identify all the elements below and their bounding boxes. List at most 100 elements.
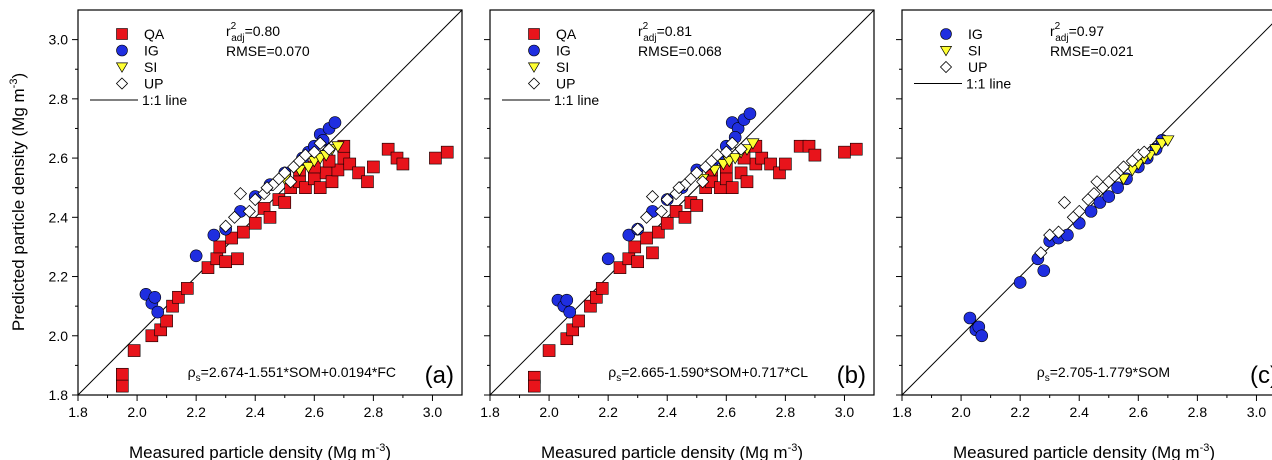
point-qa [646, 246, 659, 260]
point-qa [325, 175, 339, 189]
point-ig [151, 305, 165, 319]
series-up [219, 136, 336, 233]
point-qa [361, 175, 374, 189]
plot-frame [489, 9, 875, 396]
point-up [645, 190, 660, 204]
y-axis-label-text: Predicted particle density (Mg m [9, 88, 28, 331]
point-si [1149, 144, 1163, 156]
point-up [227, 210, 242, 224]
x-axis-label: Measured particle density (Mg m-3) [541, 442, 803, 460]
point-qa [660, 216, 674, 230]
x-tick-label: 2.8 [364, 404, 384, 420]
y-axis-label-sup: -3 [8, 79, 20, 89]
equation-rhs: =2.705-1.779*SOM [1050, 364, 1170, 380]
x-axis-label-sup: -3 [1200, 442, 1210, 454]
r2-sup: 2 [643, 21, 649, 32]
point-si [707, 165, 722, 177]
point-qa [838, 145, 851, 159]
point-up [1087, 187, 1101, 201]
legend-marker-ig [116, 44, 128, 57]
point-up [639, 210, 654, 224]
point-up [734, 142, 748, 156]
x-tick-label: 2.4 [245, 404, 265, 420]
legend-label-ig: IG [968, 26, 983, 42]
legend-marker-ig [940, 28, 952, 40]
point-qa [231, 252, 244, 266]
point-up [260, 181, 274, 195]
legend-label-1-1-line: 1:1 line [966, 76, 1011, 92]
x-axis-label: Measured particle density (Mg m-3) [953, 442, 1215, 460]
point-qa [248, 216, 262, 230]
legend-label-ig: IG [144, 43, 159, 59]
r2-sub: adj [1055, 33, 1068, 44]
plot-frame [77, 9, 463, 396]
r2-value: =0.80 [245, 23, 281, 39]
point-qa [631, 255, 644, 269]
data-points [116, 116, 454, 393]
chart-panels: 1.8 2.0 2.2 2.4 2.6 2.8 3.0 1.8 2.0 2.2 2.4 2.6 2.8 3… [49, 9, 1272, 460]
point-si [1116, 173, 1131, 186]
y-tick-label: 1.8 [49, 387, 69, 403]
legend-marker-si [939, 46, 953, 57]
x-axis-label-close: ) [385, 443, 391, 460]
x-tick-label: 2.4 [657, 404, 677, 420]
x-axis-label-sup: -3 [788, 442, 798, 454]
point-qa [572, 314, 585, 328]
legend-marker-si [115, 62, 129, 73]
point-up [660, 192, 674, 207]
legend-label-qa: QA [556, 26, 577, 42]
x-tick-label: 2.4 [1069, 404, 1089, 420]
point-up [248, 192, 262, 207]
point-qa [116, 379, 129, 393]
point-up [1051, 225, 1066, 239]
regression-equation: ρs=2.705-1.779*SOM [1037, 364, 1170, 384]
legend-label-up: UP [968, 59, 987, 75]
x-tick-label: 3.0 [835, 404, 855, 420]
point-up [1108, 169, 1122, 183]
point-up [1116, 160, 1131, 174]
point-ig [975, 329, 989, 343]
point-qa [396, 157, 410, 171]
r2-value: =0.97 [1069, 23, 1105, 39]
point-qa [725, 181, 739, 194]
x-tick-label: 2.0 [127, 404, 147, 420]
equation-rhs: =2.674-1.551*SOM+0.0194*FC [201, 364, 396, 380]
legend-label-up: UP [556, 76, 575, 92]
legend-marker-up [115, 77, 129, 90]
r2-prefix: r [638, 23, 643, 39]
y-tick-label: 2.8 [49, 91, 69, 107]
legend-marker-qa [528, 28, 540, 40]
point-up [654, 204, 668, 218]
point-up [233, 187, 248, 201]
rmse-label: RMSE=0.070 [226, 43, 310, 59]
x-axis-label-close: ) [797, 443, 803, 460]
equation-rho: ρ [1037, 364, 1045, 380]
point-ig [601, 252, 615, 266]
r2-prefix: r [1050, 23, 1055, 39]
r2-sup: 2 [1055, 21, 1061, 32]
point-ig [622, 228, 636, 242]
point-up [307, 145, 321, 159]
point-ig [1037, 264, 1051, 277]
x-tick-label: 1.8 [892, 404, 912, 420]
point-qa [180, 282, 194, 295]
x-tick-label: 2.2 [1010, 404, 1030, 420]
x-tick-label: 2.8 [776, 404, 796, 420]
point-ig [1013, 276, 1027, 289]
r2-sub: adj [643, 33, 656, 44]
point-ig [189, 249, 203, 263]
legend-marker-si [527, 62, 541, 73]
point-si [1161, 135, 1175, 147]
legend-label-up: UP [144, 76, 163, 92]
point-ig [1084, 205, 1098, 218]
x-tick-label: 1.8 [68, 404, 88, 420]
point-qa [278, 196, 292, 209]
point-up [631, 222, 645, 236]
r2-sup: 2 [231, 21, 237, 32]
x-tick-label: 2.6 [305, 404, 325, 420]
y-tick-label: 3.0 [49, 32, 69, 48]
point-qa [628, 240, 642, 254]
series-ig [551, 107, 757, 319]
